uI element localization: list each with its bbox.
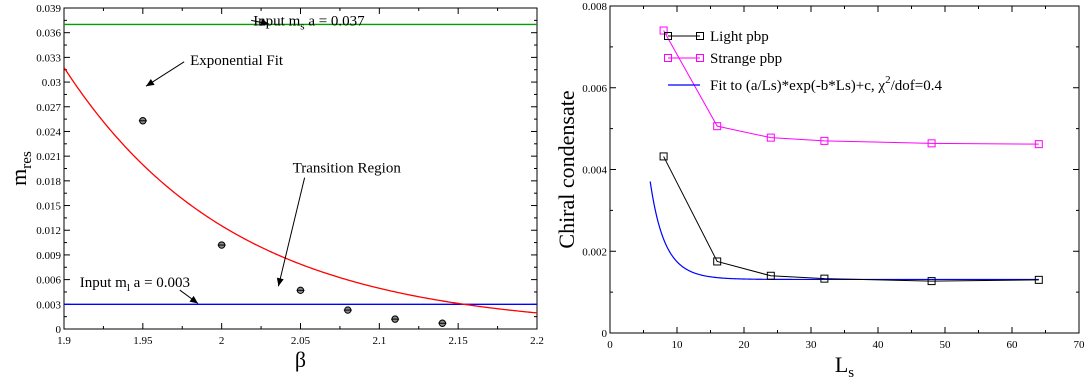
series-1-marker: [713, 122, 722, 131]
series-line-0: [663, 156, 1039, 282]
left-chart-mres-vs-beta: 1.9 1.95 2 2.05 2.1 2.15 2.2 0 0.003 0.006 0.009 0.…: [6, 3, 544, 372]
series-0-marker: [766, 271, 775, 280]
left-y-tick-label: 0.024: [36, 126, 61, 138]
legend-marker-1: [664, 54, 672, 62]
series-0-marker: [713, 257, 722, 266]
legend-marker-0: [696, 32, 704, 40]
left-plot-area: [64, 23, 537, 327]
annotation-arrow-head: [189, 295, 199, 304]
series-1-marker: [659, 26, 668, 35]
annotation-arrow-line: [277, 177, 306, 287]
right-y-tick-label: 0.002: [582, 246, 607, 258]
left-y-tick-label: 0.009: [36, 250, 61, 262]
left-annotation-3: Input ml a = 0.003: [80, 275, 190, 294]
left-y-tick-label: 0.027: [36, 102, 61, 114]
right-x-tick-label: 50: [940, 339, 952, 351]
left-y-tick-label: 0.012: [36, 225, 61, 237]
right-x-tick-label: 30: [806, 339, 818, 351]
series-1-marker: [927, 139, 936, 148]
left-x-axis-label: β: [295, 347, 306, 372]
right-y-tick-label: 0.004: [582, 165, 607, 177]
left-y-tick-label: 0.03: [42, 77, 62, 89]
exponential-fit-curve: [64, 67, 537, 314]
right-x-tick-label: 10: [672, 339, 684, 351]
right-y-tick-label: 0.006: [582, 83, 607, 95]
right-legend: Light pbp Strange pbp Fit to (a/Ls)*exp(-b…: [664, 29, 942, 94]
series-line-1: [663, 30, 1039, 145]
legend-label-1: Strange pbp: [710, 51, 782, 67]
legend-marker-1: [696, 54, 704, 62]
left-x-tick-label: 1.95: [133, 335, 153, 347]
series-1-marker: [766, 133, 775, 142]
left-x-tick-label: 2: [219, 335, 225, 347]
annotation-arrow-head: [276, 277, 284, 287]
series-0-marker: [659, 152, 668, 161]
series-0-marker: [820, 274, 829, 283]
series-0-marker: [927, 277, 936, 286]
right-y-tick-label: 0: [602, 328, 608, 340]
left-y-tick-label: 0.018: [36, 176, 61, 188]
left-x-tick-label: 2.1: [372, 335, 386, 347]
right-x-tick-label: 20: [739, 339, 751, 351]
right-plot-area: [649, 26, 1043, 286]
left-y-axis-label: mres: [6, 151, 35, 186]
left-annotations: Input ms a = 0.037 Exponential Fit Transit…: [80, 13, 402, 304]
fit-curve: [649, 181, 1039, 281]
left-annotation-1: Exponential Fit: [190, 53, 284, 69]
left-annotation-0: Input ms a = 0.037: [253, 13, 365, 32]
left-annotation-2: Transition Region: [293, 161, 402, 177]
left-y-tick-label: 0: [56, 324, 62, 336]
left-y-tick-label: 0.003: [36, 299, 61, 311]
left-y-tick-label: 0.039: [36, 3, 61, 15]
legend-label-fit: Fit to (a/Ls)*exp(-b*Ls)+c, χ2/dof=0.4: [710, 74, 942, 94]
left-x-tick-label: 2.05: [291, 335, 311, 347]
left-y-tick-label: 0.021: [36, 151, 61, 163]
left-y-tick-label: 0.033: [36, 52, 61, 64]
left-x-tick-label: 2.15: [449, 335, 469, 347]
left-y-tick-label: 0.036: [36, 28, 61, 40]
right-x-axis-label: Ls: [835, 352, 854, 381]
legend-label-0: Light pbp: [710, 29, 769, 45]
series-0-marker: [1034, 275, 1043, 284]
right-chart-chiral-condensate: 0 10 20 30 40 50 60 70 0 0.002 0.004 0.006 0.008 Ls Ch…: [554, 1, 1085, 381]
right-plot-frame: [609, 5, 1080, 334]
series-1-marker: [820, 136, 829, 145]
right-y-tick-label: 0.008: [582, 1, 607, 13]
right-x-tick-label: 0: [607, 339, 613, 351]
series-1-marker: [1034, 140, 1043, 149]
legend-marker-0: [664, 32, 672, 40]
left-x-tick-label: 1.9: [57, 335, 71, 347]
right-x-tick-label: 70: [1074, 339, 1086, 351]
left-y-tick-label: 0.006: [36, 275, 61, 287]
left-y-tick-label: 0.015: [36, 201, 61, 213]
annotation-arrow-head: [260, 18, 269, 26]
annotation-arrow-head: [145, 78, 155, 87]
left-x-tick-label: 2.2: [530, 335, 544, 347]
right-x-tick-label: 40: [873, 339, 885, 351]
right-y-axis-label: Chiral condensate: [554, 90, 579, 248]
right-x-tick-label: 60: [1007, 339, 1019, 351]
